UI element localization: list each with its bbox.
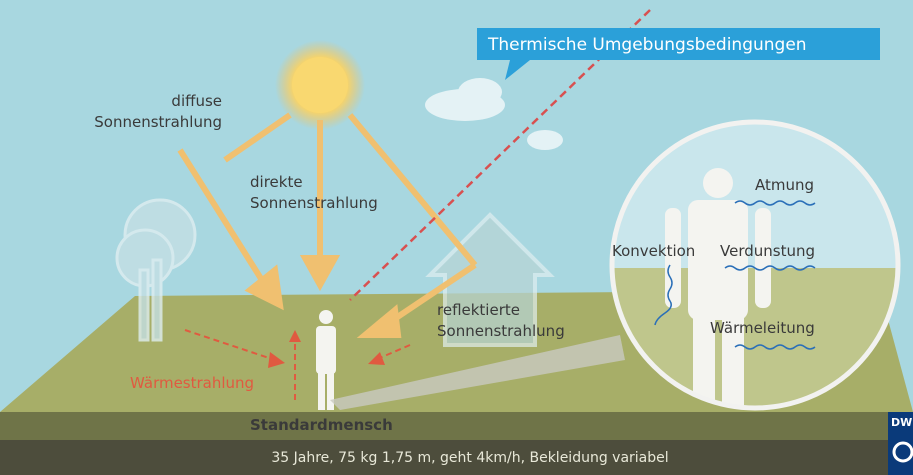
label-verdunstung: Verdunstung — [720, 242, 815, 260]
label-standardmensch: Standardmensch — [250, 416, 393, 434]
title: Thermische Umgebungsbedingungen — [487, 35, 807, 55]
label-direkte: direkte — [250, 173, 303, 191]
label-waermestrahlung: Wärmestrahlung — [130, 374, 254, 392]
label-reflektierte: Sonnenstrahlung — [437, 322, 565, 340]
logo-text: DW — [891, 416, 912, 429]
ground-edge — [0, 412, 913, 440]
label-diffuse: Sonnenstrahlung — [94, 113, 222, 131]
label-konvektion: Konvektion — [612, 242, 695, 260]
footer-text: 35 Jahre, 75 kg 1,75 m, geht 4km/h, Bekl… — [271, 450, 668, 466]
sun-core — [292, 57, 348, 113]
diagram: 35 Jahre, 75 kg 1,75 m, geht 4km/h, Bekl… — [0, 0, 913, 475]
label-direkte: Sonnenstrahlung — [250, 194, 378, 212]
label-reflektierte: reflektierte — [437, 301, 520, 319]
label-waermeleitung: Wärmeleitung — [710, 319, 815, 337]
label-diffuse: diffuse — [171, 92, 222, 110]
label-atmung: Atmung — [755, 176, 814, 194]
